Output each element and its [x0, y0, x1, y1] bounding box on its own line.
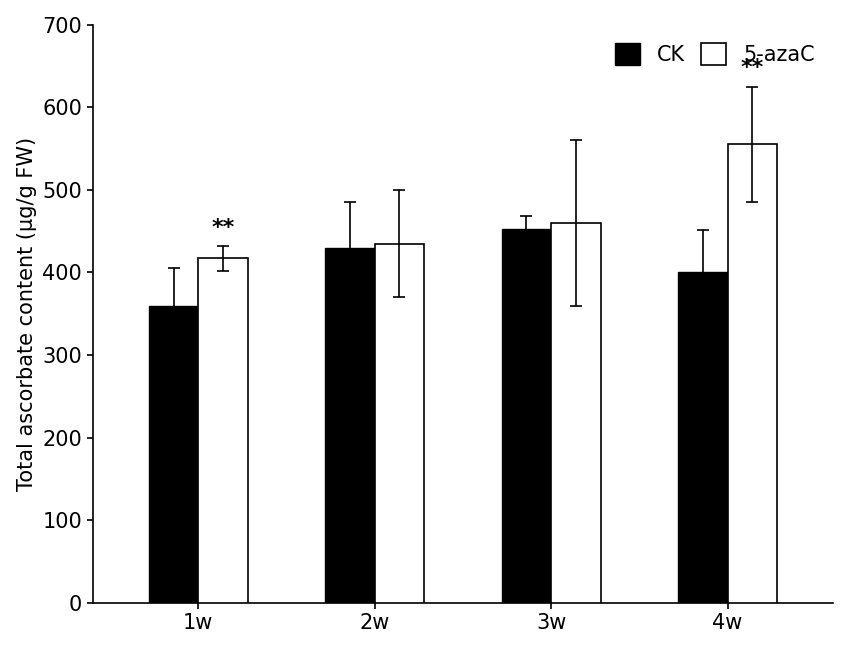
Bar	[326, 248, 375, 603]
Bar	[502, 229, 551, 603]
Bar	[551, 223, 600, 603]
Text: **: **	[740, 58, 764, 79]
Y-axis label: Total ascorbate content (μg/g FW): Total ascorbate content (μg/g FW)	[17, 136, 37, 491]
Bar	[198, 259, 247, 603]
Legend: CK, 5-azaC: CK, 5-azaC	[607, 35, 823, 73]
Text: **: **	[212, 218, 235, 238]
Bar	[149, 306, 198, 603]
Bar	[678, 272, 728, 603]
Bar	[375, 244, 424, 603]
Bar	[728, 144, 777, 603]
